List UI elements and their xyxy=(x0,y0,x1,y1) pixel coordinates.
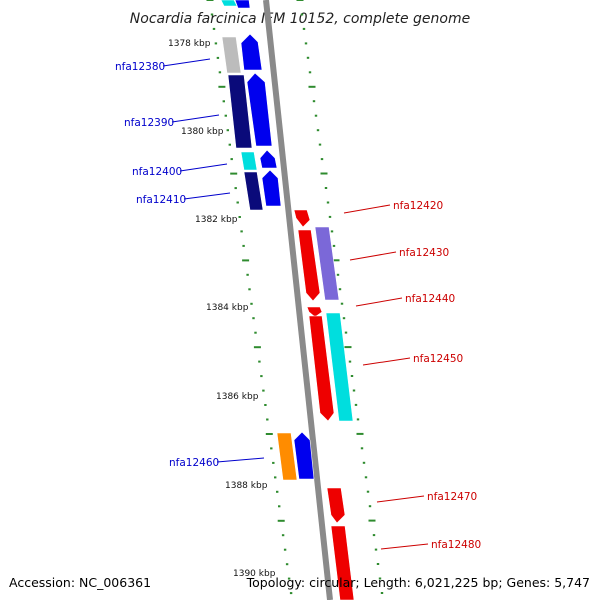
gene-features xyxy=(220,0,355,600)
range-guides xyxy=(206,0,384,595)
gene-arrow-red-a[interactable] xyxy=(293,209,311,228)
genome-backbone xyxy=(263,0,333,600)
gene-label-nfa12420[interactable]: nfa12420 xyxy=(393,200,443,212)
gene-label-nfa12380[interactable]: nfa12380 xyxy=(115,61,165,73)
gene-arrow-orange[interactable] xyxy=(276,432,298,481)
accession-text: Accession: NC_006361 xyxy=(9,575,151,590)
scale-label-1378: 1378 kbp xyxy=(168,39,211,49)
gene-arrow-cyan-c[interactable] xyxy=(325,312,354,422)
gene-arrow-blue-a[interactable] xyxy=(240,33,263,71)
scale-label-1386: 1386 kbp xyxy=(216,392,259,402)
scale-label-1388: 1388 kbp xyxy=(225,481,268,491)
gene-arrow-red-e[interactable] xyxy=(326,487,346,524)
gene-label-nfa12390[interactable]: nfa12390 xyxy=(124,117,174,129)
gene-arrow-red-d[interactable] xyxy=(308,315,335,422)
gene-arrow-red-f[interactable] xyxy=(330,525,355,600)
scale-label-1390: 1390 kbp xyxy=(233,569,276,579)
gene-arrow-navy-a[interactable] xyxy=(227,74,253,149)
gene-label-nfa12400[interactable]: nfa12400 xyxy=(132,166,182,178)
genome-summary-text: Topology: circular; Length: 6,021,225 bp… xyxy=(246,575,590,590)
gene-label-nfa12430[interactable]: nfa12430 xyxy=(399,247,449,259)
gene-arrow-blue-c[interactable] xyxy=(259,149,278,169)
scale-label-1384: 1384 kbp xyxy=(206,303,249,313)
gene-arrow-blue-d[interactable] xyxy=(261,169,282,207)
gene-arrow-red-b[interactable] xyxy=(297,229,321,302)
gene-arrow-navy-b[interactable] xyxy=(243,171,264,211)
gene-arrow-cyan-top[interactable] xyxy=(220,0,238,7)
gene-arrow-blue-top[interactable] xyxy=(234,0,251,9)
gene-arrow-cyan-b[interactable] xyxy=(240,151,258,171)
gene-arrow-blue-e[interactable] xyxy=(293,431,315,480)
gene-label-nfa12470[interactable]: nfa12470 xyxy=(427,491,477,503)
gene-label-nfa12450[interactable]: nfa12450 xyxy=(413,353,463,365)
gene-arrow-gray[interactable] xyxy=(221,36,242,74)
gene-arrow-blue-b[interactable] xyxy=(246,72,273,147)
scale-label-1382: 1382 kbp xyxy=(195,215,238,225)
gene-arrow-red-c[interactable] xyxy=(306,306,323,318)
gene-label-nfa12440[interactable]: nfa12440 xyxy=(405,293,455,305)
map-title: Nocardia farcinica IFM 10152, complete g… xyxy=(130,11,470,27)
gene-label-nfa12410[interactable]: nfa12410 xyxy=(136,194,186,206)
gene-arrow-purple[interactable] xyxy=(314,226,340,301)
label-leader-lines xyxy=(162,58,429,550)
gene-label-nfa12480[interactable]: nfa12480 xyxy=(431,539,481,551)
scale-label-1380: 1380 kbp xyxy=(181,127,224,137)
gene-label-nfa12460[interactable]: nfa12460 xyxy=(169,457,219,469)
